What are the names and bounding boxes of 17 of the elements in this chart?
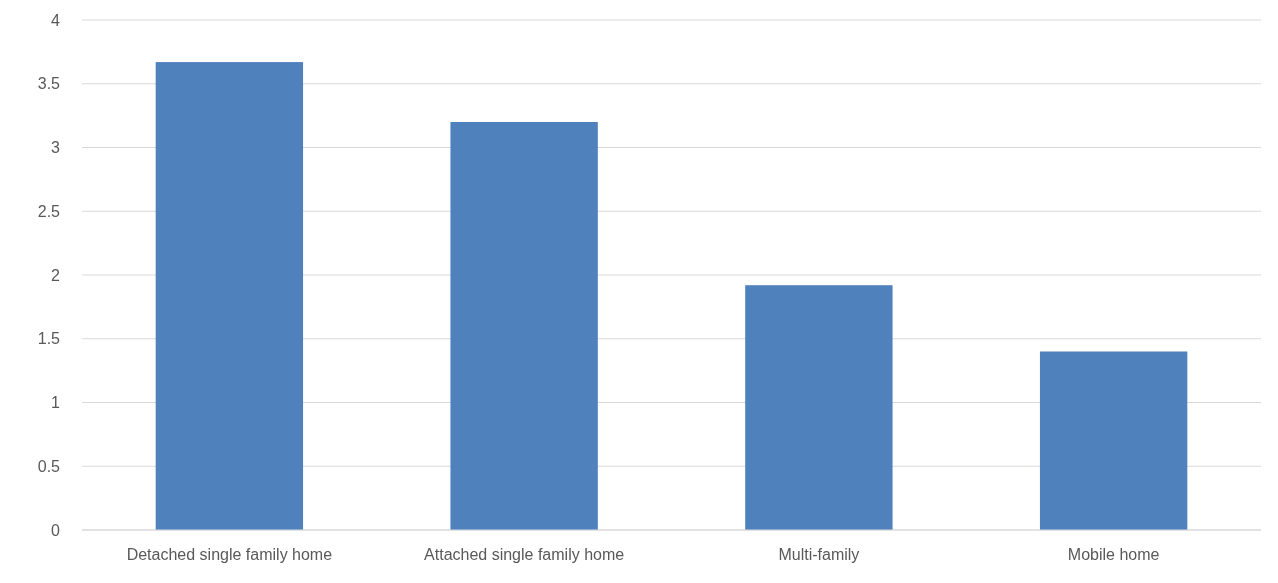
x-tick-label: Multi-family: [778, 546, 860, 563]
y-tick-label: 2: [51, 266, 61, 284]
y-tick-label: 4: [51, 11, 61, 29]
y-tick-label: 2.5: [37, 202, 61, 220]
y-tick-label: 0: [51, 521, 61, 539]
y-tick-label: 0.5: [37, 457, 61, 475]
bar: [155, 62, 304, 530]
y-tick-label: 1.5: [37, 330, 61, 348]
y-tick-label: 1: [51, 394, 61, 412]
x-tick-label: Mobile home: [1067, 546, 1160, 563]
bar: [1039, 351, 1188, 530]
y-tick-label: 3.5: [37, 75, 61, 93]
bar: [745, 285, 893, 530]
x-tick-label: Attached single family home: [424, 546, 625, 563]
y-tick-label: 3: [51, 139, 61, 157]
bar: [450, 122, 598, 530]
x-tick-label: Detached single family home: [126, 546, 333, 563]
